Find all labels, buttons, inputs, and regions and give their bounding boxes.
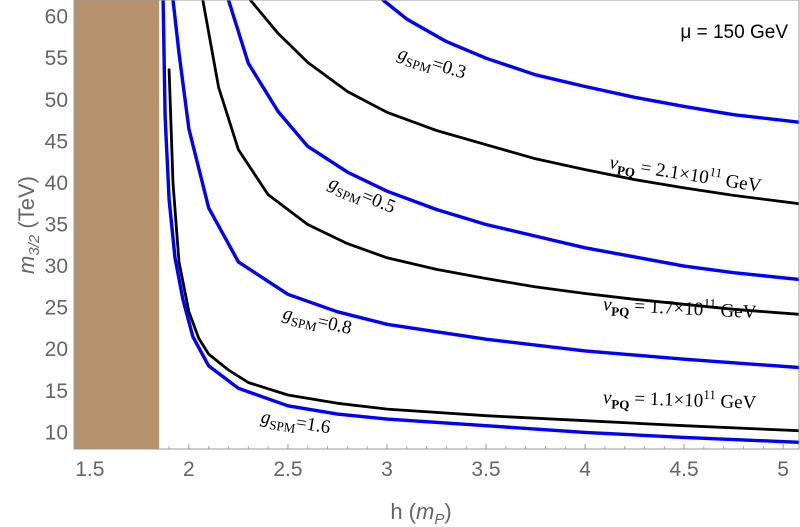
y-tick-label: 35 <box>45 214 68 237</box>
y-axis-title: m3/2 (TeV) <box>14 176 43 274</box>
x-title-variable: h ( <box>390 499 416 524</box>
x-axis-ticks: 1.5 2 2.5 3 3.5 4 4.5 5 <box>75 444 789 481</box>
curve-label-3: gSPM=0.8 <box>280 303 354 342</box>
curve-label-unit: GeV <box>715 391 757 413</box>
x-tick-label: 4.5 <box>670 458 699 481</box>
curve-label-symbol: g <box>281 303 295 326</box>
y-tick-label: 30 <box>45 255 68 278</box>
x-tick-label: 3 <box>381 458 393 481</box>
x-title-close: ) <box>444 499 451 524</box>
curve-label-symbol: v <box>608 152 620 174</box>
y-tick-label: 40 <box>45 172 68 195</box>
curve-label-7: vPQ = 1.1×1011 GeV <box>603 383 758 416</box>
curve-label-symbol: v <box>603 294 613 315</box>
y-tick-label: 10 <box>45 421 68 444</box>
series-layer <box>161 0 799 444</box>
curve-label-value: = 1.1×10 <box>629 388 703 412</box>
y-tick-label: 15 <box>45 380 68 403</box>
y-tick-label: 55 <box>45 47 68 70</box>
curve-label-subscript: PQ <box>611 304 630 320</box>
y-tick-label: 20 <box>45 338 68 361</box>
curve-label-1: gSPM=0.3 <box>395 43 469 86</box>
y-tick-label: 25 <box>45 297 68 320</box>
y-axis-ticks: 10 15 20 25 30 35 40 45 50 55 60 <box>45 0 79 444</box>
series-line-g-spm-1-6 <box>161 0 799 444</box>
y-title-subscript: 3/2 <box>26 234 43 256</box>
curve-label-value: = 1.7×10 <box>629 296 704 321</box>
x-tick-label: 1.5 <box>75 458 104 481</box>
excluded-region <box>74 0 160 449</box>
y-tick-label: 60 <box>45 6 68 29</box>
curve-label-subscript: SPM <box>404 54 434 76</box>
curve-label-subscript: PQ <box>616 162 636 180</box>
curve-label-subscript: SPM <box>268 417 296 436</box>
excluded-region-layer <box>74 0 160 449</box>
y-title-symbol: m <box>14 256 39 274</box>
curve-label-subscript: SPM <box>289 314 318 335</box>
curve-label-4: gSPM=1.6 <box>259 407 332 442</box>
curve-label-5: vPQ = 2.1×1011 GeV <box>608 148 764 200</box>
x-axis-title: h (mP) <box>390 499 451 527</box>
curve-label-symbol: g <box>259 407 272 429</box>
curve-label-unit: GeV <box>715 300 757 323</box>
x-title-symbol: m <box>416 499 434 524</box>
series-line-g-spm-0-8 <box>171 0 799 370</box>
y-tick-label: 45 <box>45 130 68 153</box>
corner-label: μ = 150 GeV <box>680 22 788 43</box>
curve-label-subscript: PQ <box>611 397 630 413</box>
plot-content <box>74 0 799 449</box>
x-title-subscript: P <box>434 511 444 527</box>
y-tick-label: 50 <box>45 89 68 112</box>
series-line-v-pq-1-1-10-11-gev <box>167 68 799 433</box>
y-title-unit: (TeV) <box>14 176 39 235</box>
x-tick-label: 2.5 <box>273 458 302 481</box>
series-line-v-pq-1-7-10-11-gev <box>201 0 799 316</box>
curve-label-exponent: 11 <box>703 295 716 311</box>
curve-label-exponent: 11 <box>703 387 716 402</box>
series-line-g-spm-0-3 <box>381 0 799 124</box>
curve-label-exponent: 11 <box>709 164 724 181</box>
curve-label-6: vPQ = 1.7×1011 GeV <box>602 290 757 326</box>
curve-label-symbol: v <box>603 387 613 408</box>
series-line-g-spm-0-5 <box>226 0 799 282</box>
series-line-v-pq-2-1-10-11-gev <box>248 0 799 206</box>
x-tick-label: 4 <box>579 458 591 481</box>
x-tick-label: 2 <box>183 458 195 481</box>
x-tick-label: 3.5 <box>471 458 500 481</box>
x-tick-label: 5 <box>777 458 789 481</box>
